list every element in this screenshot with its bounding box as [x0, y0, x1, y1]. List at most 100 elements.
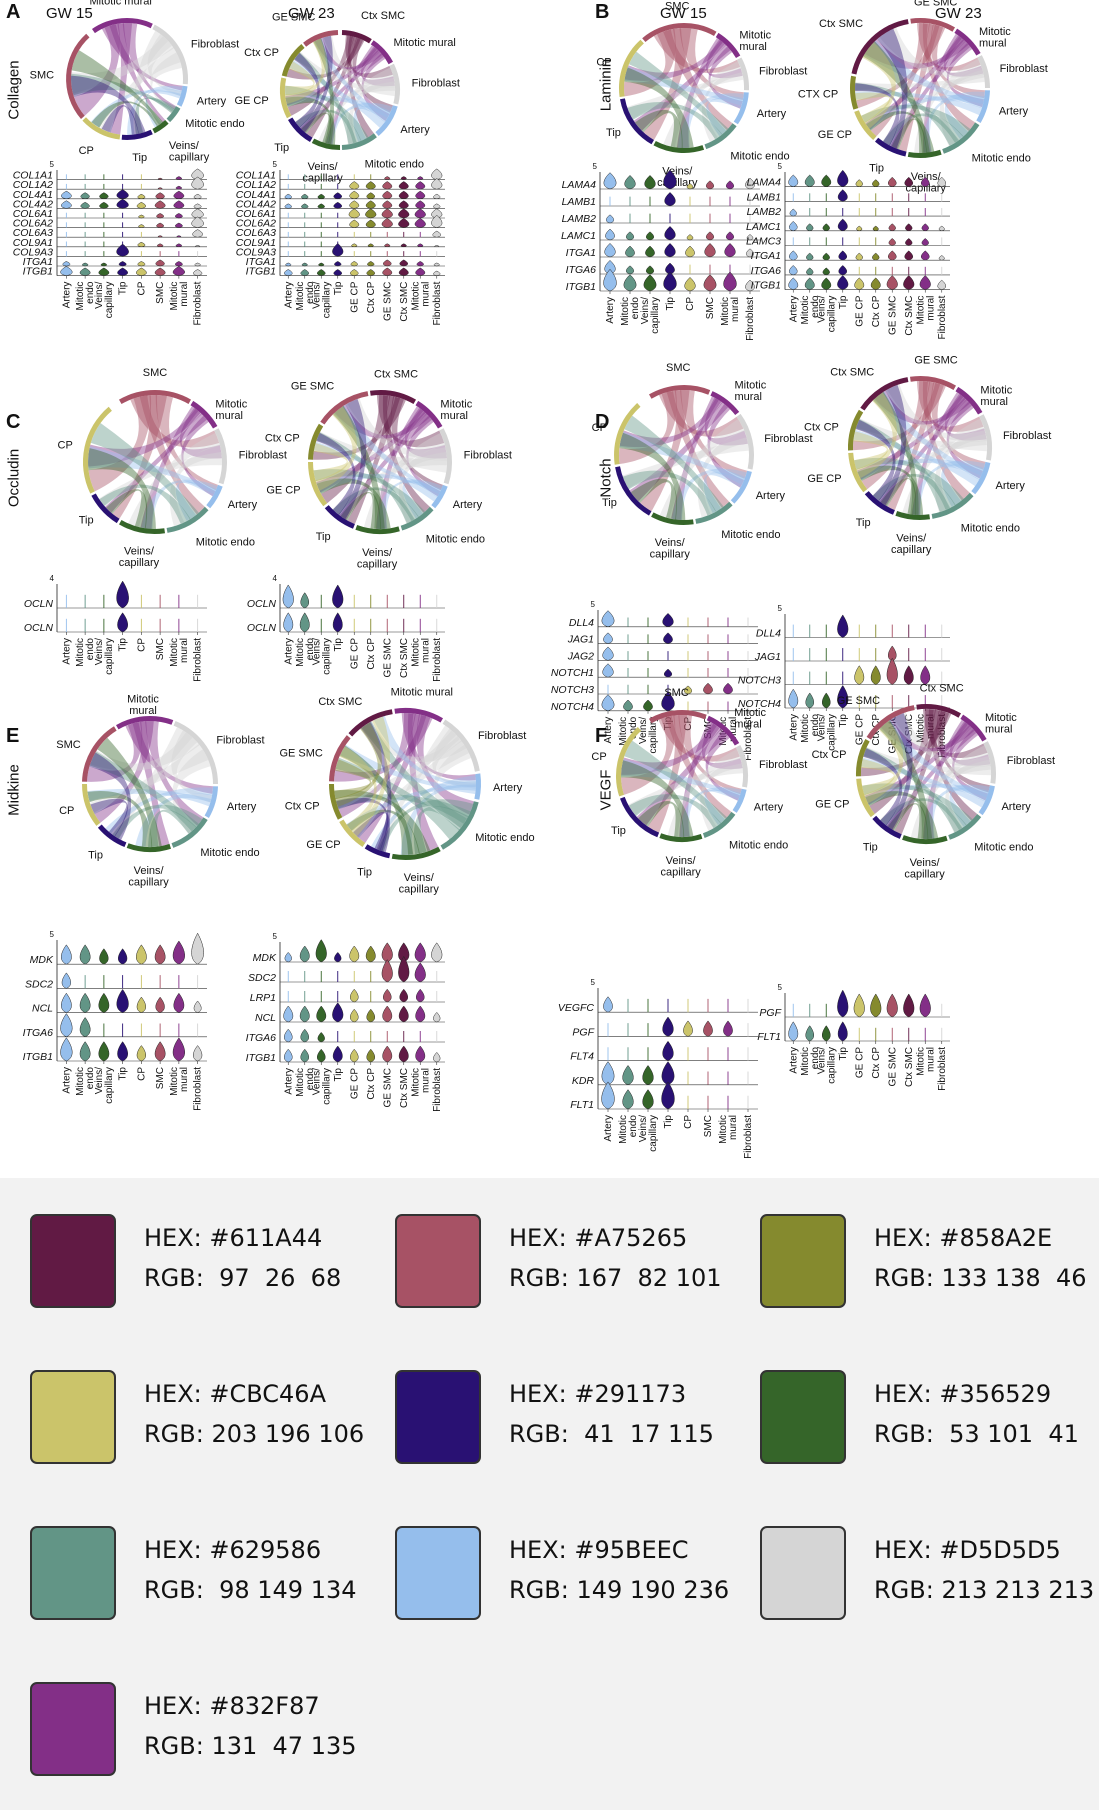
chord-ribbon	[112, 804, 203, 839]
violin-shape	[174, 261, 183, 267]
cell-type-label-line: Veins/	[816, 714, 827, 741]
chord-ribbon	[923, 33, 963, 153]
chord-ribbon	[90, 423, 199, 520]
cell-type-label-line: GE CP	[349, 638, 360, 669]
chord-label: GE CP	[815, 798, 849, 810]
gene-label: ITGA1	[751, 250, 781, 262]
chord-label: Mitotic endo	[185, 118, 244, 130]
y-axis-max-label: 5	[591, 600, 596, 609]
cell-type-label-line: Mitotic	[169, 638, 180, 667]
chord-ribbon	[704, 397, 748, 446]
violin-shape	[905, 238, 913, 246]
cell-type-label-line: mural	[730, 297, 741, 322]
violin-shape	[175, 243, 183, 248]
violin-shape	[665, 262, 675, 275]
cell-type-label: Ctx CP	[871, 295, 882, 327]
violin-shape	[400, 176, 407, 180]
swatch-rgb-label: RGB: 53 101 41	[874, 1420, 1079, 1448]
chord-ribbon	[894, 709, 946, 835]
cell-type-label-line: capillary	[104, 638, 115, 675]
violin-shape	[61, 944, 72, 965]
chord-ribbon	[873, 391, 919, 515]
swatch-hex-label: HEX: #291173	[509, 1380, 687, 1408]
chord-label: CP	[592, 422, 607, 434]
cell-type-label: Artery	[788, 296, 799, 323]
chord-ribbon	[620, 760, 694, 837]
cell-type-label-line: Veins/	[311, 1068, 322, 1095]
chord-ribbon	[314, 441, 438, 502]
chord-ribbon	[90, 732, 200, 771]
cell-type-label-line: Veins/	[94, 638, 105, 665]
violin-shape	[725, 231, 735, 241]
swatch-color-box	[30, 1214, 116, 1308]
swatch-hex-label: HEX: #CBC46A	[144, 1380, 326, 1408]
chord-arc	[324, 505, 355, 529]
cell-type-label-line: mural	[420, 638, 431, 663]
violin-shape	[349, 1048, 359, 1063]
cell-type-label-line: Mitotic	[410, 282, 421, 311]
violin-shape	[854, 277, 865, 290]
gene-label: ITGA6	[23, 1027, 54, 1039]
chord-label-line: Tip	[357, 867, 372, 879]
chord-arc	[618, 39, 644, 97]
violin-shape	[382, 267, 393, 276]
chord-ribbon	[860, 710, 952, 777]
chord-ribbon	[910, 745, 989, 839]
violin-shape	[136, 1045, 146, 1062]
chord-label: Fibroblast	[1000, 63, 1048, 75]
chord-label: Artery	[197, 95, 227, 107]
chord-ribbon	[866, 111, 935, 153]
chord-label-line: Tip	[602, 497, 617, 509]
cell-type-label-line: endo	[630, 297, 641, 320]
chord-label: Ctx SMC	[920, 683, 964, 695]
chord-ribbon	[289, 60, 385, 128]
chord-label: Artery	[999, 106, 1029, 118]
violin-shape	[887, 645, 897, 662]
chord-label: Fibroblast	[464, 450, 512, 462]
chord-arc	[431, 484, 448, 509]
chord-label-line: Tip	[274, 142, 289, 154]
chord-ribbon	[362, 721, 467, 763]
chord-arc	[977, 55, 990, 88]
chord-ribbon	[346, 76, 395, 145]
gene-label: COL9A3	[236, 246, 276, 258]
chord-arc	[329, 784, 343, 820]
violin-shape	[723, 682, 733, 695]
violin-shape	[176, 235, 182, 238]
chord-ribbon	[944, 393, 987, 441]
chord-ribbon	[663, 28, 733, 131]
violin-shape	[138, 224, 145, 228]
violin-shape	[919, 993, 931, 1018]
chord-arc	[119, 520, 165, 535]
chord-ribbon	[855, 419, 896, 501]
violin-shape	[173, 200, 185, 209]
violin-shape	[805, 692, 815, 709]
chord-ribbon	[89, 752, 132, 840]
chord-ribbon	[707, 404, 744, 488]
chord-label-line: CP	[591, 751, 606, 763]
chord-ribbon	[148, 809, 197, 848]
chord-arc	[695, 501, 733, 524]
chord-ribbon	[627, 101, 723, 140]
violin-shape	[382, 988, 392, 1003]
violin-shape	[821, 174, 832, 187]
chord-ribbon	[653, 29, 741, 74]
violin-shape	[80, 192, 90, 200]
chord-ribbon	[946, 401, 983, 479]
violin-shape	[920, 250, 930, 261]
chord-arc	[907, 149, 942, 158]
gene-label: NCL	[32, 1003, 53, 1015]
chord-ribbon	[890, 41, 971, 149]
cell-type-label-line: Tip	[333, 1068, 344, 1082]
chord-ribbon	[671, 396, 719, 520]
swatch-color-box	[395, 1526, 481, 1620]
chord-ribbon	[701, 722, 743, 770]
cell-type-label: SMC	[155, 638, 166, 660]
chord-ribbon	[667, 749, 741, 837]
chord-arc	[730, 470, 752, 504]
